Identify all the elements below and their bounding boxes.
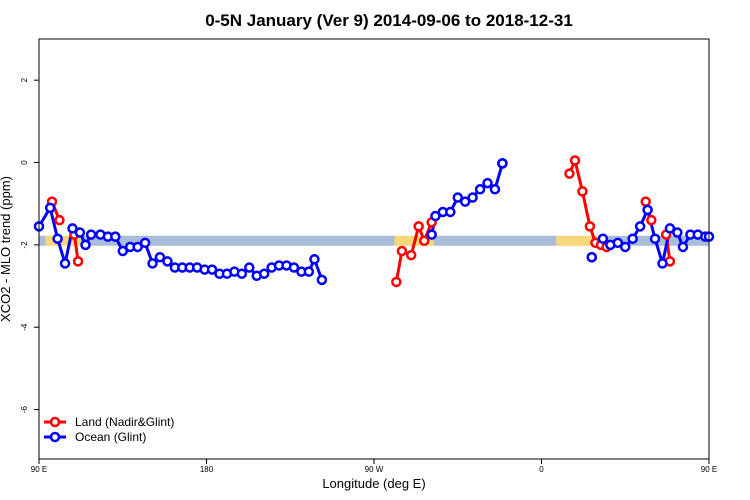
x-tick-label: 90 E <box>31 465 47 474</box>
ocean-point <box>288 262 300 273</box>
x-axis-label: Longitude (deg E) <box>322 476 425 491</box>
ocean-point <box>303 266 315 277</box>
land-point <box>419 235 430 247</box>
ocean-point <box>489 184 501 195</box>
ocean-point <box>620 241 631 253</box>
land-point <box>391 276 402 288</box>
ocean-point <box>44 202 56 214</box>
series-layer <box>33 155 715 288</box>
legend-land-label: Land (Nadir&Glint) <box>75 415 174 429</box>
band-ocean-segment <box>433 235 557 246</box>
ocean-point <box>52 233 63 244</box>
ocean-point <box>206 264 218 275</box>
ocean-point <box>309 254 320 265</box>
ocean-point <box>459 196 471 207</box>
ocean-point <box>316 274 328 286</box>
ocean-point <box>110 231 121 242</box>
band-land-segment <box>556 235 607 246</box>
ocean-point <box>474 184 486 195</box>
x-tick-label: 180 <box>200 465 214 474</box>
y-tick-label: -6 <box>20 405 29 413</box>
land-point <box>54 214 65 226</box>
land-point <box>564 168 575 179</box>
land-point <box>577 186 588 197</box>
ocean-point <box>236 268 248 279</box>
band-ocean-segment <box>80 235 395 246</box>
legend: Land (Nadir&Glint) Ocean (Glint) <box>44 415 174 444</box>
ocean-point <box>162 256 173 267</box>
ocean-point <box>677 241 689 253</box>
land-point <box>413 221 424 232</box>
ocean-point <box>147 258 158 269</box>
ocean-point <box>642 204 653 216</box>
ocean-point <box>634 221 646 232</box>
land-point <box>396 245 408 257</box>
x-tick-label: 90 E <box>701 465 717 474</box>
ocean-point <box>657 258 668 269</box>
y-axis-label: XCO2 - MLO trend (ppm) <box>0 176 13 322</box>
y-tick-label: -2 <box>20 241 29 249</box>
ocean-point <box>664 223 676 234</box>
band-ocean-segment <box>39 235 46 246</box>
x-tick-label: 90 W <box>365 465 384 474</box>
legend-ocean-label: Ocean (Glint) <box>75 430 146 444</box>
y-tick-label: 2 <box>20 77 29 82</box>
ocean-point <box>586 251 597 263</box>
ocean-point <box>482 177 493 189</box>
x-axis: 90 E 180 90 W 0 90 E <box>31 459 717 474</box>
land-point <box>584 221 596 232</box>
legend-ocean-marker <box>49 431 61 443</box>
y-axis: 2 0 -2 -4 -6 <box>20 77 39 413</box>
x-tick-label: 0 <box>539 465 544 474</box>
ocean-point <box>85 229 97 240</box>
y-tick-label: -4 <box>20 323 29 331</box>
ocean-point <box>612 237 624 249</box>
ocean-point <box>67 223 78 234</box>
ocean-point <box>497 158 508 169</box>
ocean-point <box>649 233 661 244</box>
ocean-point <box>139 237 151 249</box>
y-tick-label: 0 <box>20 160 29 165</box>
ocean-point <box>74 227 86 238</box>
land-point <box>640 196 651 207</box>
ocean-point <box>258 268 270 279</box>
land-point <box>646 214 657 226</box>
ocean-point <box>627 233 638 244</box>
land-point <box>72 256 84 267</box>
ocean-point <box>430 210 441 222</box>
ocean-point <box>445 206 456 218</box>
ocean-point <box>467 192 478 203</box>
legend-land-marker <box>49 416 61 428</box>
ocean-point <box>80 239 91 251</box>
ocean-point <box>117 245 128 257</box>
chart-title: 0-5N January (Ver 9) 2014-09-06 to 2018-… <box>205 11 573 30</box>
band-land-segment <box>45 235 81 246</box>
ocean-point <box>154 251 166 263</box>
ocean-point <box>59 258 71 269</box>
ocean-point <box>132 241 143 253</box>
ocean-point <box>672 227 683 238</box>
ocean-point <box>452 192 463 203</box>
land-point <box>405 249 417 261</box>
ocean-point <box>244 262 255 273</box>
ocean-point <box>597 233 609 244</box>
ocean-point <box>426 229 437 240</box>
land-point <box>569 155 581 166</box>
